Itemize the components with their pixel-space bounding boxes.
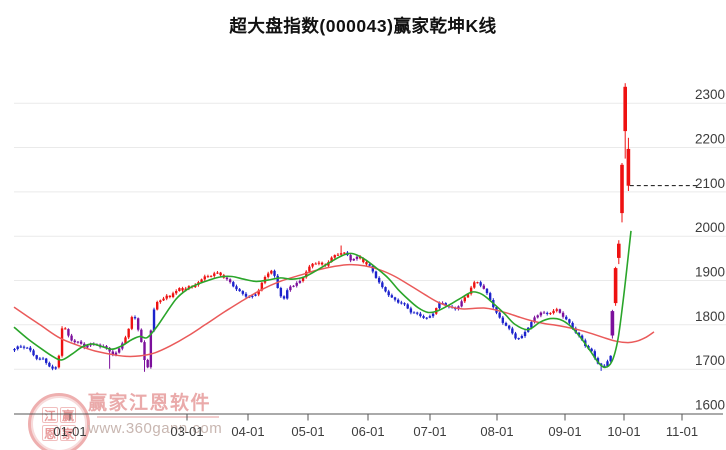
y-axis-label: 2000 — [695, 220, 725, 235]
y-axis-label: 1600 — [695, 398, 725, 413]
watermark-brand-text: 赢家江恩软件 — [88, 393, 212, 414]
seal-character: 赢 — [60, 407, 76, 423]
ma-fast-line — [13, 230, 632, 369]
x-axis-label: 09-01 — [548, 424, 581, 439]
x-axis-label: 10-01 — [607, 424, 640, 439]
y-axis-label: 1700 — [695, 353, 725, 368]
y-axis-labels: 2300 2200 2100 2000 1900 1800 1700 1600 — [695, 87, 725, 412]
ma-slow-line — [13, 263, 655, 358]
x-axis-label: 08-01 — [480, 424, 513, 439]
x-axis-label: 05-01 — [291, 424, 324, 439]
y-axis-label: 1900 — [695, 265, 725, 280]
x-axis-label: 07-01 — [413, 424, 446, 439]
x-axis-label: 06-01 — [351, 424, 384, 439]
brand-seal-logo: 江赢恩家 — [28, 393, 90, 450]
y-axis-label: 2200 — [695, 132, 725, 147]
seal-character: 江 — [42, 407, 58, 423]
y-axis-label: 2300 — [695, 87, 725, 102]
watermark-url: www.360gann.com — [88, 420, 223, 437]
x-axis-label: 11-01 — [666, 424, 698, 439]
chart-title: 超大盘指数(000043)赢家乾坤K线 — [229, 16, 497, 36]
seal-character: 家 — [60, 425, 76, 441]
y-axis-label: 2100 — [695, 176, 725, 191]
seal-character: 恩 — [42, 425, 58, 441]
y-axis-label: 1800 — [695, 309, 725, 324]
x-axis: 01-01 03-01 04-01 05-01 06-01 07-01 08-01 09-01… — [14, 413, 723, 439]
x-axis-label: 01-01 — [53, 424, 86, 439]
brand-seal-characters: 江赢恩家 — [42, 407, 76, 441]
x-axis-label: 04-01 — [231, 424, 264, 439]
x-axis-label: 03-01 — [170, 424, 203, 439]
watermark-divider-line — [97, 416, 219, 418]
candles-layer — [13, 83, 631, 372]
